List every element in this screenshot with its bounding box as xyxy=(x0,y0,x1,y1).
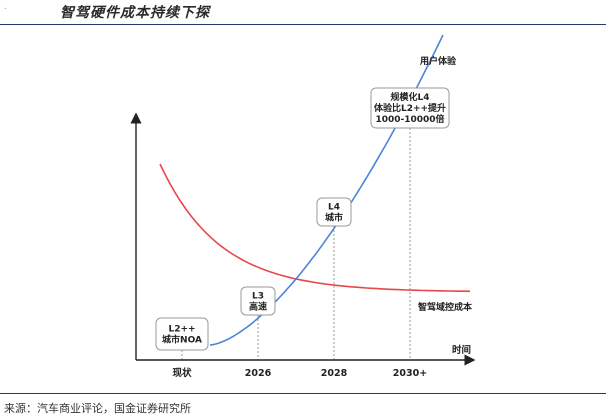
annotation-text: 体验比L2++提升 xyxy=(374,102,446,114)
series-label-experience: 用户体验 xyxy=(419,55,457,67)
annotation-text: L2++ xyxy=(168,325,195,335)
header-marker: . xyxy=(4,2,7,12)
header-divider xyxy=(0,24,606,25)
x-tick-label: 2028 xyxy=(321,368,348,379)
x-tick-label: 2026 xyxy=(245,368,272,379)
x-tick-label: 现状 xyxy=(172,367,192,379)
annotation-box xyxy=(240,286,276,316)
annotation-text: L4 xyxy=(328,203,340,213)
series-lines xyxy=(159,34,471,346)
annotation-text: 高速 xyxy=(249,301,267,313)
axes xyxy=(130,112,476,366)
annotation-box xyxy=(316,197,352,227)
annotation-text: 规模化L4 xyxy=(391,91,430,103)
series-label-cost: 智驾域控成本 xyxy=(418,301,473,313)
annotation-box xyxy=(370,87,450,129)
footer-divider xyxy=(0,393,606,394)
page-title: 智驾硬件成本持续下探 xyxy=(60,5,210,21)
source-note: 来源：汽车商业评论，国金证券研究所 xyxy=(4,402,191,415)
annotation-text: 城市NOA xyxy=(162,334,202,346)
series-line-cost xyxy=(159,163,471,293)
annotation-text: 城市 xyxy=(325,212,343,224)
x-axis-label: 时间 xyxy=(452,344,471,356)
annotation-text: L3 xyxy=(252,292,264,302)
annotation-box xyxy=(155,317,209,351)
annotation-text: 1000-10000倍 xyxy=(375,113,444,125)
guide-lines xyxy=(181,128,411,360)
x-tick-label: 2030+ xyxy=(393,368,427,379)
